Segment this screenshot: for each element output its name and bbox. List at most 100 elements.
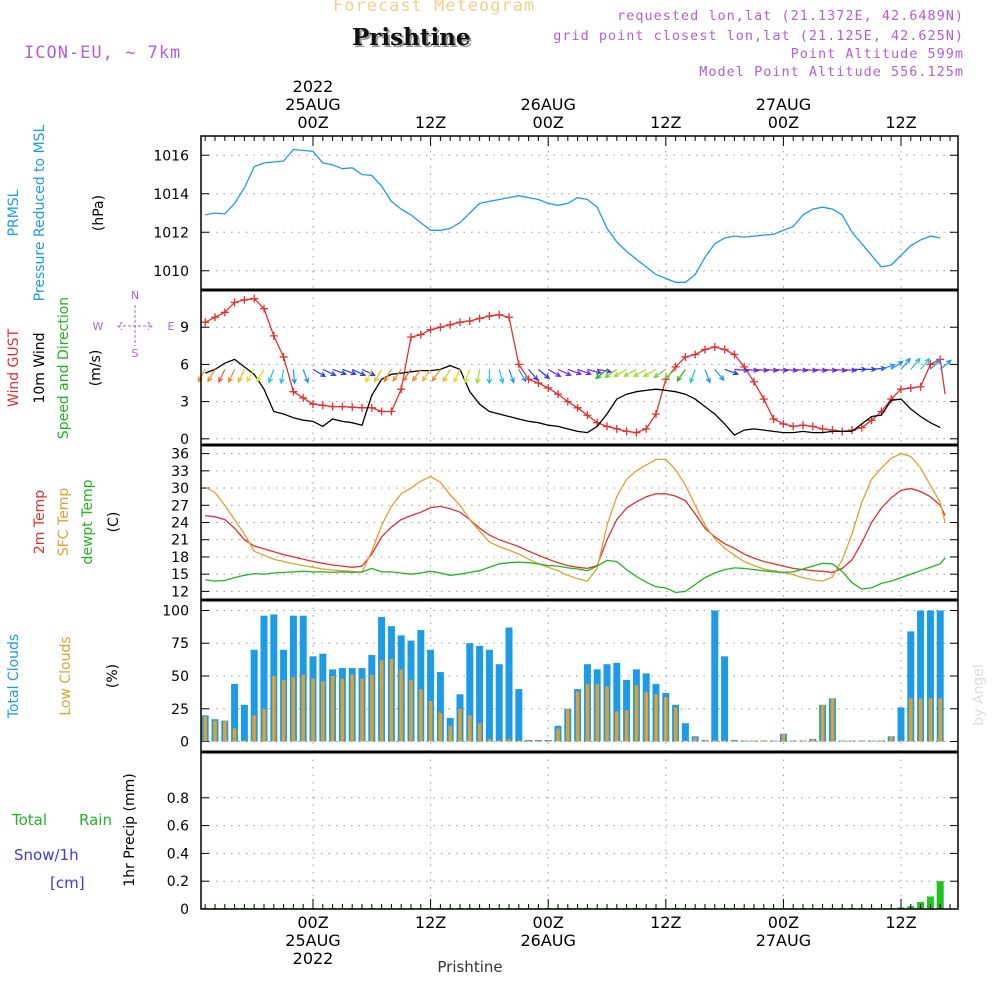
bar bbox=[909, 698, 913, 742]
bar bbox=[427, 649, 435, 742]
wind-arrow bbox=[929, 358, 942, 370]
bar bbox=[732, 740, 737, 742]
bar bbox=[681, 723, 689, 742]
compass-north: N bbox=[131, 289, 139, 302]
bar bbox=[585, 683, 590, 742]
gust-marker bbox=[358, 403, 366, 412]
bar bbox=[936, 881, 944, 909]
gust-marker bbox=[720, 345, 729, 354]
y-axis-label: 10m Wind bbox=[32, 332, 48, 403]
y-tick-label: 0.2 bbox=[167, 874, 189, 890]
footer-location: Prishtine bbox=[437, 958, 502, 976]
wind-arrow bbox=[663, 368, 676, 380]
wind-arrow bbox=[734, 367, 750, 373]
compass-west: W bbox=[93, 320, 104, 333]
bar bbox=[428, 700, 433, 742]
wind-arrow bbox=[676, 369, 686, 382]
compass-arrows bbox=[117, 305, 153, 346]
wind-arrow bbox=[322, 368, 337, 376]
time-label-top: 00Z bbox=[768, 113, 799, 132]
y-tick-label: 21 bbox=[171, 533, 189, 549]
bar bbox=[713, 740, 717, 742]
wind-arrow bbox=[279, 369, 285, 385]
y-axis-label: SFC Temp bbox=[56, 488, 72, 557]
wind-arrow bbox=[365, 369, 373, 384]
bar bbox=[419, 689, 423, 742]
gust-marker bbox=[289, 387, 298, 396]
time-label-top: 26AUG bbox=[520, 95, 575, 114]
bar bbox=[252, 715, 256, 742]
bar bbox=[811, 738, 815, 742]
bar bbox=[536, 740, 541, 742]
gust-marker bbox=[857, 423, 866, 432]
bar bbox=[262, 708, 266, 742]
y-tick-label: 6 bbox=[180, 357, 189, 373]
wind-arrow bbox=[724, 368, 740, 376]
gust-marker bbox=[887, 395, 896, 404]
time-label-bottom: 00Z bbox=[297, 913, 328, 932]
gust-marker bbox=[485, 312, 494, 321]
bar bbox=[762, 740, 766, 742]
y-tick-label: 30 bbox=[171, 481, 189, 497]
wind-arrow bbox=[342, 368, 357, 376]
wind-arrow bbox=[383, 369, 392, 383]
bar bbox=[615, 711, 619, 742]
gust-marker bbox=[407, 333, 415, 342]
wind-arrow bbox=[312, 368, 327, 378]
bar bbox=[436, 672, 444, 742]
gust-marker bbox=[446, 320, 455, 329]
y-axis-label: dewpt Temp bbox=[80, 479, 96, 564]
time-label-bottom: 26AUG bbox=[520, 931, 575, 950]
wind-arrow bbox=[547, 368, 562, 378]
bar bbox=[936, 610, 944, 742]
gust-marker bbox=[730, 350, 739, 359]
gust-marker bbox=[534, 379, 543, 387]
wind-arrows bbox=[197, 357, 952, 385]
y-tick-label: 0.8 bbox=[167, 791, 189, 807]
bar bbox=[722, 740, 727, 742]
watermark: by Angel bbox=[971, 664, 987, 725]
gust-marker bbox=[318, 401, 327, 410]
wind-arrow bbox=[714, 368, 725, 382]
gust-marker bbox=[436, 323, 445, 332]
bar bbox=[721, 656, 729, 742]
y-tick-label: 18 bbox=[171, 550, 189, 566]
bar bbox=[260, 615, 268, 742]
wind-arrow bbox=[597, 368, 613, 374]
bar bbox=[507, 738, 511, 742]
y-axis-label: (m/s) bbox=[88, 350, 104, 387]
bar bbox=[250, 649, 258, 742]
bar bbox=[213, 720, 217, 742]
bar bbox=[291, 677, 296, 742]
time-label-top: 12Z bbox=[650, 113, 681, 132]
y-axis-label: Wind GUST bbox=[6, 328, 22, 407]
bar bbox=[879, 740, 884, 742]
y-axis-label: 1hr Precip (mm) bbox=[122, 773, 138, 886]
panel-precipitation: 0 0.2 0.4 0.6 0.8 1hr Precip (mm) Total RainSno… bbox=[11, 751, 959, 918]
wind-arrow bbox=[332, 368, 348, 376]
wind-arrow bbox=[595, 368, 608, 380]
gust-marker bbox=[652, 410, 660, 418]
gust-markers bbox=[201, 294, 945, 437]
wind-arrow bbox=[642, 368, 657, 378]
y-tick-label: 3 bbox=[180, 395, 189, 411]
bar bbox=[301, 674, 305, 742]
gust-marker bbox=[808, 422, 817, 431]
time-label-bottom: 00Z bbox=[768, 913, 799, 932]
legend-rain: Rain bbox=[79, 811, 112, 829]
y-axis-label: (hPa) bbox=[91, 195, 107, 231]
wind-arrow bbox=[587, 368, 603, 375]
bar bbox=[928, 698, 933, 742]
panel-frame bbox=[200, 751, 959, 910]
wind-arrow bbox=[613, 368, 627, 378]
gust-marker bbox=[465, 317, 474, 325]
grid bbox=[201, 752, 958, 910]
gust-marker bbox=[818, 424, 827, 433]
wind-arrow bbox=[632, 368, 647, 378]
y-axis-label: (C) bbox=[106, 512, 122, 533]
bar bbox=[605, 686, 609, 742]
legend-unit: [cm] bbox=[50, 874, 85, 892]
model-label: ICON-EU, ~ 7km bbox=[24, 43, 182, 63]
panel-clouds: 0 25 50 75 100 Total Clouds Low Clouds (%) bbox=[6, 599, 959, 753]
